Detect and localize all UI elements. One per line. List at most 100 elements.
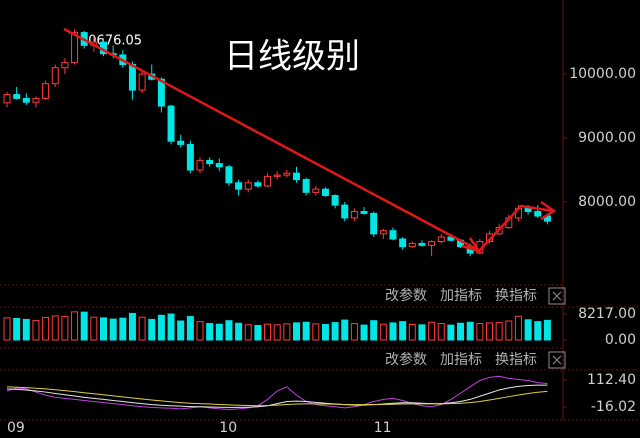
candle-body: [341, 204, 349, 219]
volume-bar: [428, 321, 436, 341]
chart-title: 日线级别: [224, 37, 360, 77]
volume-bar: [22, 318, 30, 341]
volume-bar: [273, 324, 281, 341]
trend-arrows: [63, 27, 557, 254]
candle-body: [379, 230, 387, 235]
volume-bar: [186, 316, 194, 341]
y-tick-label: -16.02: [591, 399, 636, 415]
volume-bar: [495, 322, 503, 341]
volume-bar: [196, 321, 204, 341]
candle-body: [418, 242, 426, 246]
candle-body: [32, 97, 40, 103]
candle-body: [13, 94, 21, 99]
volume-bar: [119, 317, 127, 341]
button[interactable]: 加指标: [440, 352, 482, 368]
candle-body: [360, 211, 368, 214]
volume-bar: [13, 317, 21, 341]
candle-body: [61, 62, 69, 69]
volume-bar: [264, 323, 272, 341]
close-icon: [552, 291, 562, 301]
volume-bar: [283, 323, 291, 341]
x-tick-label: 10: [219, 420, 237, 434]
candle-body: [283, 172, 291, 176]
indicator-line: [6, 386, 548, 407]
volume-bar: [293, 322, 300, 341]
button[interactable]: 换指标: [495, 351, 537, 368]
candle-body: [157, 78, 165, 107]
volume-bar: [534, 321, 542, 341]
candle-body: [428, 241, 436, 246]
candle-body: [331, 195, 339, 206]
volume-bar: [331, 322, 339, 341]
candle-body: [302, 179, 310, 193]
candle-body: [244, 182, 252, 190]
high-annotation: 10676.05: [80, 34, 142, 49]
volume-bar: [370, 320, 378, 341]
y-tick-label: 8000.00: [578, 194, 636, 210]
candle-body: [51, 67, 59, 85]
candle-body: [273, 174, 281, 177]
candle-body: [437, 236, 445, 243]
trend-line: [63, 27, 479, 252]
button[interactable]: 改参数: [385, 287, 427, 304]
candle-body: [186, 143, 194, 171]
candle-body: [235, 182, 243, 190]
y-tick-label: 9000.00: [578, 130, 636, 146]
volume-bar: [524, 319, 532, 341]
volume-bar: [80, 311, 88, 341]
candle-body: [196, 159, 204, 171]
candle-body: [206, 159, 214, 165]
button[interactable]: 加指标: [440, 288, 482, 304]
candle-body: [524, 207, 532, 213]
volume-bar: [90, 316, 98, 341]
close-buttons[interactable]: [548, 287, 566, 369]
button[interactable]: 换指标: [495, 287, 537, 304]
volume-bar: [51, 315, 59, 341]
volume-bar: [148, 318, 156, 341]
volume-bar: [244, 324, 252, 341]
candle-body: [293, 172, 300, 181]
volume-bar: [177, 320, 185, 341]
volume-bar: [447, 324, 455, 341]
volume-bar: [42, 317, 50, 341]
volume-bar: [389, 322, 397, 341]
volume-bar: [341, 319, 349, 341]
volume-bar: [408, 323, 416, 341]
y-tick-label: 8217.00: [578, 306, 636, 322]
volume-bar: [418, 324, 426, 341]
close-button[interactable]: [548, 351, 566, 369]
volume-bar: [476, 323, 484, 341]
volume-bar: [225, 320, 233, 341]
candle-body: [408, 242, 416, 248]
arrow-head: [540, 200, 557, 221]
volume-bar: [3, 317, 11, 341]
volume-bar: [514, 315, 522, 341]
candle-body: [128, 64, 136, 91]
indicator-line: [6, 384, 548, 408]
volume-bar: [312, 323, 320, 341]
candle-body: [22, 97, 30, 103]
volume-bar: [505, 320, 513, 341]
volume-bar: [379, 323, 387, 341]
candle-body: [3, 94, 11, 104]
close-button[interactable]: [548, 287, 566, 305]
volume-bar: [466, 321, 474, 341]
candle-body: [370, 212, 378, 235]
volume-bar: [321, 323, 329, 341]
candle-body: [399, 238, 407, 248]
volume-bar: [61, 316, 69, 341]
volume-bar: [100, 317, 107, 341]
volume-bar: [157, 314, 165, 341]
volume-bar: [350, 323, 358, 341]
x-tick-label: 11: [374, 420, 392, 434]
volume-bar: [486, 322, 493, 341]
volume-bar: [543, 319, 551, 341]
close-icon: [552, 355, 562, 365]
candle-body: [42, 83, 50, 99]
trend-line: [478, 204, 554, 252]
button[interactable]: 改参数: [385, 351, 427, 368]
candle-body: [138, 73, 146, 91]
candle-body: [350, 211, 358, 219]
marks: 8000.00 9000.00 10000.00 8217.00 0.00 112.40 -…: [3, 29, 636, 436]
